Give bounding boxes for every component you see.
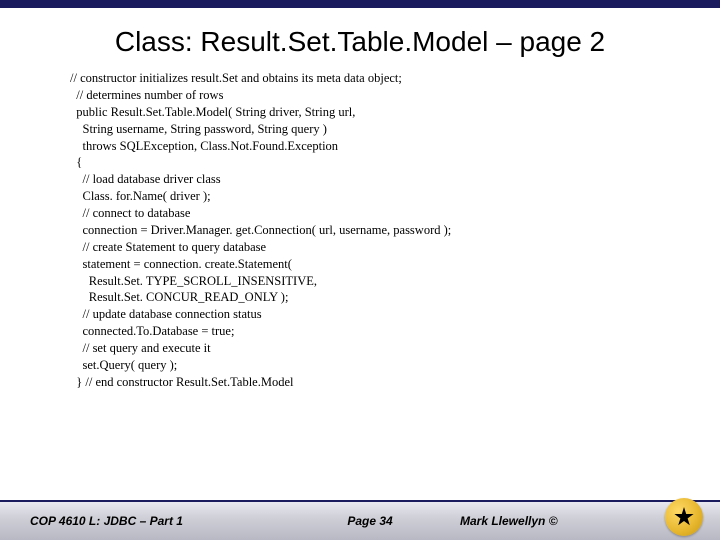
code-line: // constructor initializes result.Set an…: [70, 70, 660, 87]
code-line: // load database driver class: [70, 171, 660, 188]
code-line: Result.Set. CONCUR_READ_ONLY );: [70, 289, 660, 306]
code-content: // constructor initializes result.Set an…: [0, 70, 720, 391]
ucf-logo-icon: [665, 498, 705, 538]
code-line: public Result.Set.Table.Model( String dr…: [70, 104, 660, 121]
code-line: String username, String password, String…: [70, 121, 660, 138]
code-line: statement = connection. create.Statement…: [70, 256, 660, 273]
code-line: {: [70, 154, 660, 171]
code-line: // determines number of rows: [70, 87, 660, 104]
code-line: // connect to database: [70, 205, 660, 222]
code-line: } // end constructor Result.Set.Table.Mo…: [70, 374, 660, 391]
code-line: // update database connection status: [70, 306, 660, 323]
code-line: set.Query( query );: [70, 357, 660, 374]
footer-page: Page 34: [280, 514, 460, 528]
code-line: Result.Set. TYPE_SCROLL_INSENSITIVE,: [70, 273, 660, 290]
code-line: connection = Driver.Manager. get.Connect…: [70, 222, 660, 239]
code-line: // create Statement to query database: [70, 239, 660, 256]
code-line: throws SQLException, Class.Not.Found.Exc…: [70, 138, 660, 155]
footer-course: COP 4610 L: JDBC – Part 1: [0, 514, 280, 528]
code-line: // set query and execute it: [70, 340, 660, 357]
slide-title: Class: Result.Set.Table.Model – page 2: [0, 8, 720, 70]
top-accent-bar: [0, 0, 720, 8]
code-line: Class. for.Name( driver );: [70, 188, 660, 205]
code-line: connected.To.Database = true;: [70, 323, 660, 340]
footer-bar: COP 4610 L: JDBC – Part 1 Page 34 Mark L…: [0, 500, 720, 540]
footer-author: Mark Llewellyn ©: [460, 514, 640, 528]
